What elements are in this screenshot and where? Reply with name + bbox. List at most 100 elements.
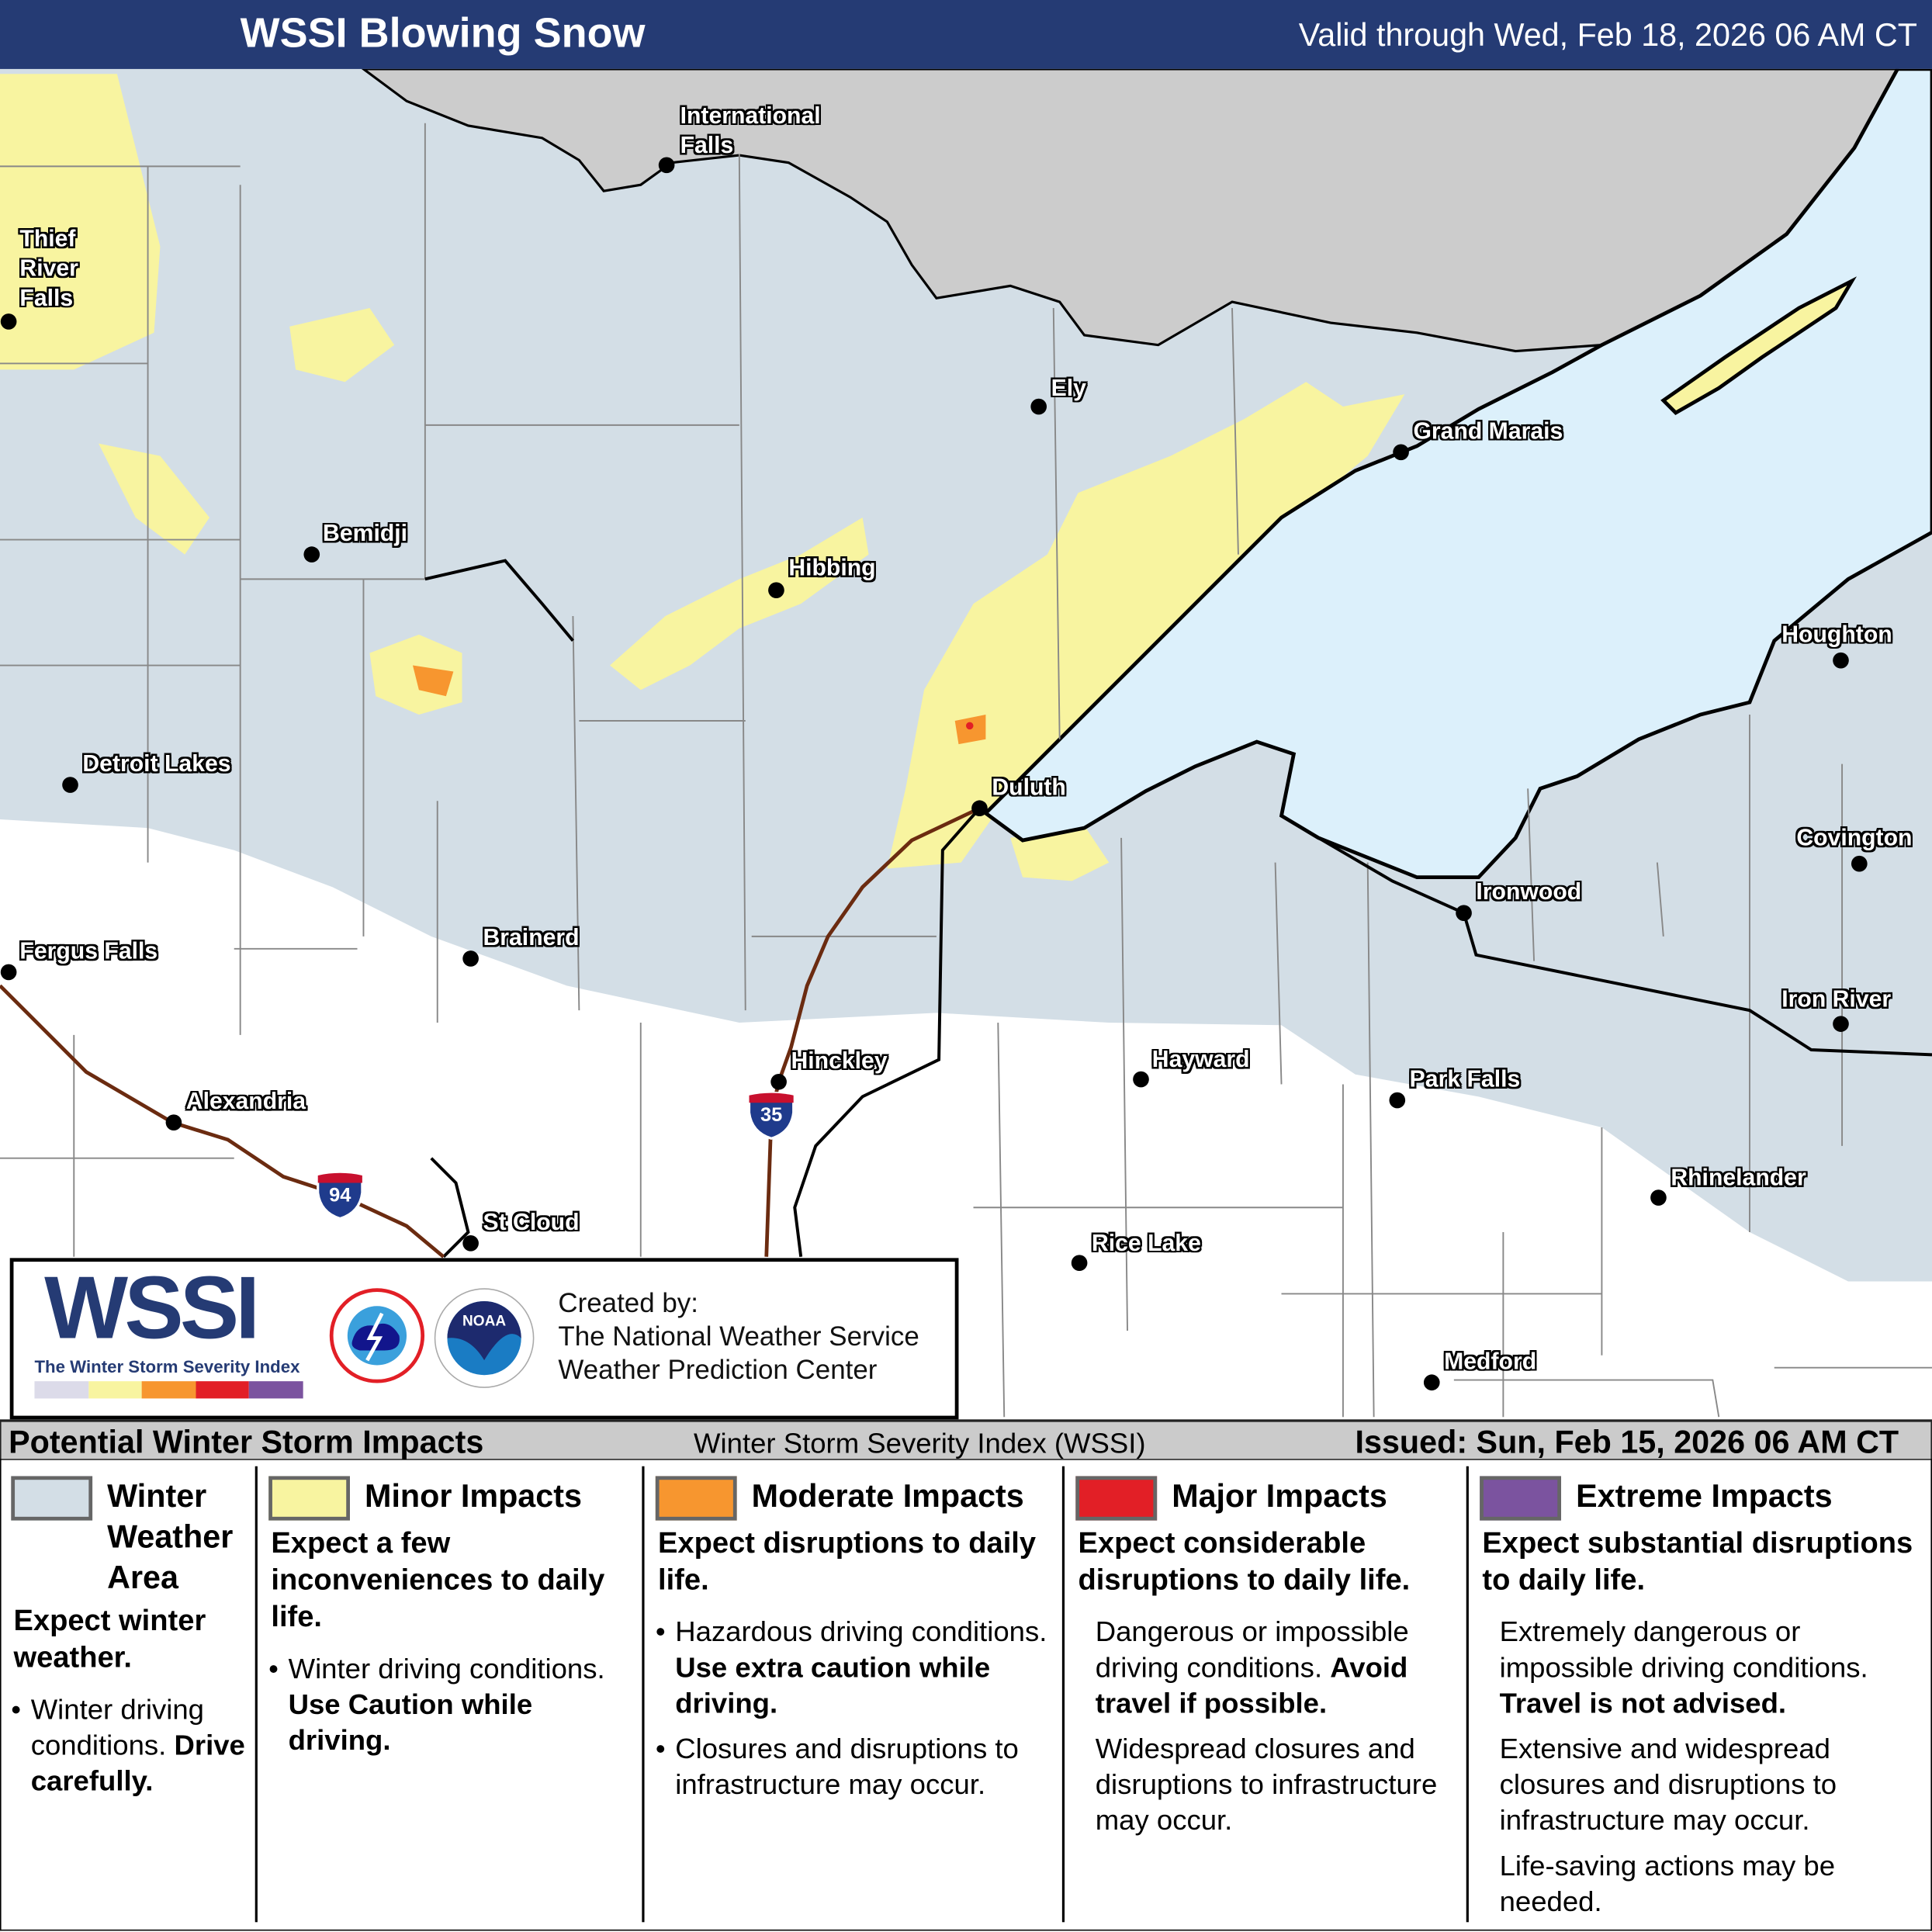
legend-divider xyxy=(1466,1466,1469,1923)
city-dot xyxy=(0,313,17,330)
city-dot xyxy=(0,964,17,981)
city-label: Rice Lake xyxy=(1091,1231,1201,1257)
city-label: Hayward xyxy=(1151,1047,1250,1074)
description-text: Closures and disruptions to infrastructu… xyxy=(675,1732,1019,1801)
legend-divider xyxy=(1061,1466,1065,1923)
legend-headline: Expect disruptions to daily life. xyxy=(657,1526,1037,1598)
map-title: WSSI Blowing Snow xyxy=(240,9,646,57)
city-label: Iron River xyxy=(1781,986,1892,1013)
minor-impact-area xyxy=(99,443,209,555)
city-label: Medford xyxy=(1444,1349,1537,1376)
legend-divider xyxy=(254,1466,258,1923)
interstate-number: 35 xyxy=(760,1105,783,1127)
legend-headline: Expect winter weather. xyxy=(13,1604,206,1675)
state-borders xyxy=(424,559,1932,1259)
map-area: International Falls Thief River Falls Ely G… xyxy=(0,67,1932,1420)
city-dot xyxy=(165,1114,182,1130)
legend-category-title: Minor Impacts xyxy=(365,1477,582,1515)
interstate-shield-icon: 94 xyxy=(316,1171,365,1220)
city-label: Grand Marais xyxy=(1413,418,1563,445)
legend-description-item: Widespread closures and disruptions to i… xyxy=(1096,1731,1463,1838)
city-dot xyxy=(1456,905,1472,922)
moderate-impact-area xyxy=(954,715,986,745)
description-text: Extensive and widespread closures and di… xyxy=(1499,1732,1837,1837)
city-dot xyxy=(303,546,320,563)
credit-line: The National Weather Service xyxy=(558,1321,919,1352)
city-label: Fergus Falls xyxy=(19,939,158,965)
city-label: Ely xyxy=(1051,376,1086,402)
legend-panel: Winter Weather Area Expect winter weather… xyxy=(0,1459,1932,1931)
legend-description: Extremely dangerous or impossible drivin… xyxy=(1500,1614,1926,1930)
city-label: Hibbing xyxy=(788,556,876,582)
legend-description-item: Extremely dangerous or impossible drivin… xyxy=(1500,1614,1926,1721)
description-text: Winter driving conditions. xyxy=(288,1652,605,1684)
city-label: Covington xyxy=(1796,825,1913,852)
county-lines xyxy=(0,123,1932,1418)
city-dot xyxy=(1389,1092,1406,1109)
legend-swatch xyxy=(1075,1476,1158,1521)
legend-description-item: Winter driving conditions. Drive careful… xyxy=(11,1691,251,1799)
city-dot xyxy=(1833,652,1849,669)
description-text: Life-saving actions may be needed. xyxy=(1499,1849,1836,1917)
city-dot xyxy=(1071,1255,1088,1272)
legend-description-item: Hazardous driving conditions. Use extra … xyxy=(656,1614,1058,1721)
legend-description: Winter driving conditions. Use Caution w… xyxy=(268,1651,639,1768)
legend-category: Minor Impacts Expect a few inconveniences… xyxy=(258,1459,642,1930)
city-dot xyxy=(770,1073,787,1090)
moderate-impact-area xyxy=(412,665,454,697)
legend-description-item: Winter driving conditions. Use Caution w… xyxy=(268,1651,639,1758)
legend-index-name: Winter Storm Severity Index (WSSI) xyxy=(694,1426,1146,1459)
legend-title-bar: Potential Winter Storm Impacts Winter St… xyxy=(0,1419,1932,1460)
description-text: Extremely dangerous or impossible drivin… xyxy=(1499,1615,1868,1684)
city-dot xyxy=(1851,855,1868,872)
interstate-shield-icon: 35 xyxy=(746,1090,796,1140)
minor-impact-area xyxy=(289,308,395,383)
lake-superior xyxy=(982,67,1932,880)
header-bar: WSSI Blowing Snow Valid through Wed, Feb… xyxy=(0,0,1932,69)
major-impact-spot xyxy=(965,722,974,730)
svg-text:NOAA: NOAA xyxy=(462,1314,506,1330)
credit-box: WSSI The Winter Storm Severity Index NOA… xyxy=(9,1258,959,1420)
city-label: Rhinelander xyxy=(1671,1165,1806,1192)
legend-category: Winter Weather Area Expect winter weather… xyxy=(2,1459,257,1930)
city-label: Hinckley xyxy=(791,1048,888,1075)
city-label: Duluth xyxy=(992,774,1066,802)
city-label: International Falls xyxy=(680,103,821,159)
city-dot xyxy=(62,777,78,793)
description-text: Widespread closures and disruptions to i… xyxy=(1095,1732,1438,1837)
city-dot xyxy=(658,157,675,174)
emphasis-text: Drive carefully. xyxy=(30,1728,245,1797)
legend-category-title: Extreme Impacts xyxy=(1576,1477,1833,1515)
credit-text: Created by: The National Weather Service… xyxy=(558,1286,919,1387)
legend-category-title: Major Impacts xyxy=(1172,1477,1387,1515)
city-dot xyxy=(462,1234,479,1252)
emphasis-text: Travel is not advised. xyxy=(1499,1686,1787,1719)
legend-category-title: Moderate Impacts xyxy=(751,1477,1024,1515)
legend-category: Extreme Impacts Expect substantial disrup… xyxy=(1470,1459,1930,1930)
legend-headline: Expect substantial disruptions to daily … xyxy=(1482,1526,1913,1598)
city-dot xyxy=(1393,444,1409,461)
minor-impact-area xyxy=(610,517,869,691)
legend-divider xyxy=(642,1466,645,1923)
credit-line: Created by: xyxy=(558,1287,698,1319)
description-text: Hazardous driving conditions. xyxy=(675,1615,1047,1648)
city-label: Brainerd xyxy=(483,925,580,951)
city-label: Thief River Falls xyxy=(19,227,78,312)
legend-description: Dangerous or impossible driving conditio… xyxy=(1096,1614,1463,1848)
emphasis-text: Use extra caution while driving. xyxy=(675,1650,991,1719)
noaa-logo: NOAA xyxy=(434,1288,535,1388)
city-label: Park Falls xyxy=(1409,1067,1521,1093)
city-label: Ironwood xyxy=(1476,879,1582,906)
wssi-color-bar xyxy=(34,1381,303,1399)
legend-description-item: Dangerous or impossible driving conditio… xyxy=(1096,1614,1463,1721)
city-dot xyxy=(1423,1374,1440,1391)
legend-swatch xyxy=(268,1476,350,1521)
city-dot xyxy=(1133,1071,1149,1088)
city-label: Houghton xyxy=(1781,621,1892,649)
isle-royale xyxy=(1660,276,1858,415)
city-label: Detroit Lakes xyxy=(82,751,231,778)
city-label: Alexandria xyxy=(185,1089,306,1116)
valid-time: Valid through Wed, Feb 18, 2026 06 AM CT xyxy=(1298,16,1917,54)
legend-title: Potential Winter Storm Impacts xyxy=(9,1423,484,1460)
